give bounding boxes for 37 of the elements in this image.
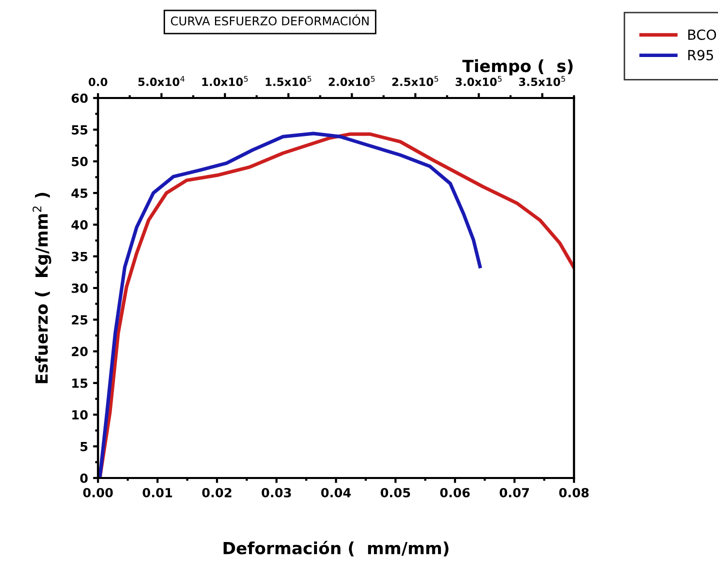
x-tick-label: 0.07 (500, 488, 529, 498)
x2-tick-label: 2.0x10$^{5}$ (328, 76, 375, 86)
y-tick-label: 40 (71, 220, 88, 230)
y-tick-label: 15 (72, 378, 88, 388)
x-tick-label: 0.02 (202, 488, 232, 498)
y-tick-label: 60 (72, 93, 88, 103)
x2-axis-title: Tiempo ( s) (462, 59, 573, 76)
x2-tick-label: 1.5x10$^{5}$ (266, 76, 312, 86)
y-axis-title: Esfuerzo ( Kg/mm$^{2}$ ) (32, 192, 52, 384)
x2-tick-label: 0.0 (88, 78, 108, 86)
x-tick-label: 0.05 (380, 488, 410, 498)
x2-tick-label: 3.0x10$^{5}$ (456, 76, 502, 86)
y-tick-label: 35 (72, 252, 88, 262)
y-tick-label: 55 (72, 125, 88, 135)
y-tick-label: 0 (80, 473, 88, 483)
x2-tick-label: 1.0x10$^{5}$ (202, 76, 248, 86)
x-axis-title: Deformación ( mm/mm) (224, 540, 448, 556)
x-tick-label: 0.01 (142, 488, 172, 498)
y-tick-label: 30 (72, 283, 88, 293)
legend-label: BCO (688, 29, 716, 40)
line-series (98, 132, 482, 478)
chart-title: CURVA ESFUERZO DEFORMACIÓN (170, 14, 369, 26)
x2-tick-label: 5.0x10$^{4}$ (138, 76, 185, 86)
x-tick-label: 0.00 (83, 488, 113, 498)
x2-tick-label: 2.5x10$^{5}$ (392, 76, 438, 86)
y-tick-label: 45 (71, 188, 88, 198)
x-tick-label: 0.08 (559, 488, 589, 498)
x-tick-label: 0.06 (440, 488, 470, 498)
y-tick-label: 20 (72, 346, 88, 356)
y-tick-label: 50 (72, 156, 88, 166)
x2-tick-label: 3.5x10$^{5}$ (519, 76, 566, 86)
y-tick-label: 10 (72, 410, 88, 420)
x-tick-label: 0.03 (262, 488, 291, 498)
x-tick-label: 0.04 (321, 488, 351, 498)
y-tick-label: 5 (80, 442, 88, 452)
y-tick-label: 25 (72, 315, 88, 325)
legend-label: R95 (688, 50, 714, 60)
